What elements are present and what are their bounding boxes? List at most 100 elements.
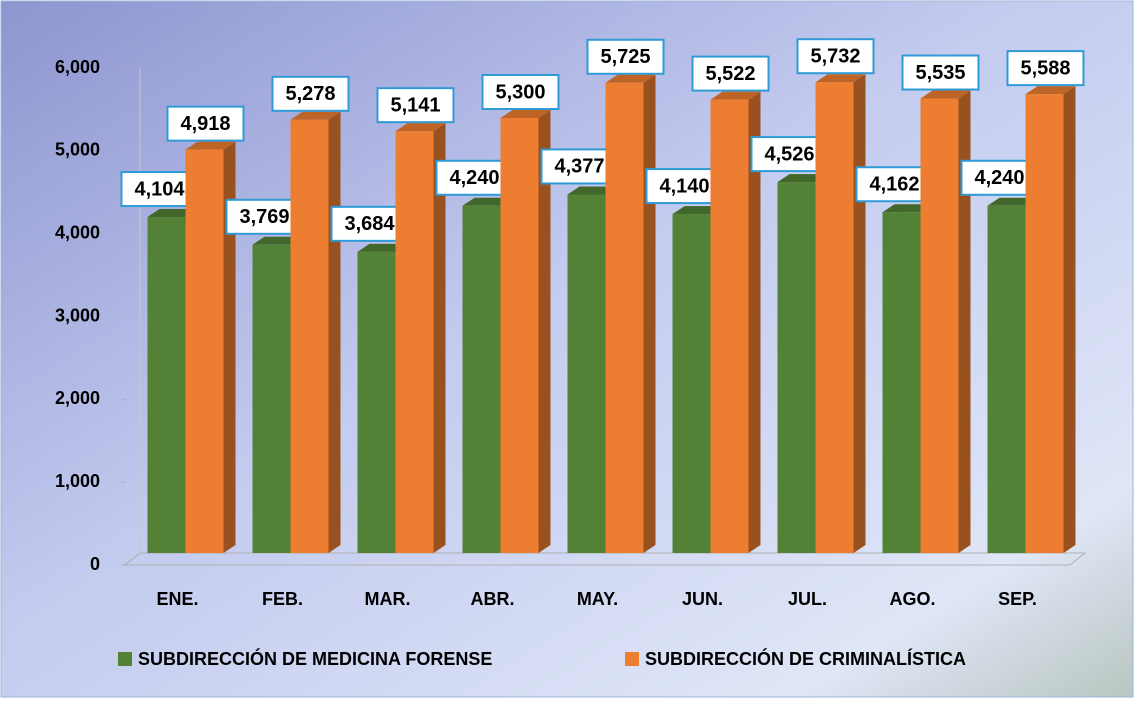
y-tick-label: 4,000: [55, 222, 100, 242]
bar-front: [147, 217, 186, 553]
bar-front: [500, 117, 539, 553]
x-tick-label: JUL.: [788, 589, 827, 609]
data-label-box: [166, 105, 245, 142]
bar-top: [815, 74, 866, 83]
y-tick-label: 2,000: [55, 388, 100, 408]
bar-side: [853, 74, 866, 553]
bar-top: [882, 204, 933, 213]
y-tick-label: 5,000: [55, 140, 100, 160]
bar: [710, 91, 761, 553]
bar-side: [1063, 86, 1076, 554]
x-tick-label: ABR.: [471, 589, 515, 609]
data-label: 3,769: [239, 206, 289, 228]
bar-top: [357, 243, 408, 252]
data-label-box: [960, 159, 1039, 196]
bar-top: [605, 74, 656, 83]
bar-top: [462, 197, 513, 206]
legend-swatch: [118, 652, 132, 666]
data-label-box: [586, 38, 665, 75]
bar: [1025, 86, 1076, 554]
data-label-box: [120, 171, 199, 208]
bar-side: [748, 91, 761, 553]
y-tick-label: 3,000: [55, 305, 100, 325]
bar: [290, 111, 341, 553]
x-tick-label: SEP.: [998, 589, 1037, 609]
data-label-box: [855, 166, 934, 203]
bar-side: [538, 109, 551, 553]
bar-front: [815, 82, 854, 553]
y-tick-label: 6,000: [55, 57, 100, 77]
bar-front: [920, 98, 959, 553]
legend-label: SUBDIRECCIÓN DE MEDICINA FORENSE: [138, 648, 492, 669]
bar-top: [500, 109, 551, 118]
data-label: 5,141: [390, 94, 440, 116]
data-label-box: [796, 38, 875, 75]
bar-front: [462, 205, 501, 553]
bar-top: [147, 209, 198, 218]
bar-top: [987, 197, 1038, 206]
bar-side: [328, 111, 341, 553]
data-label: 4,918: [180, 113, 230, 135]
data-label-box: [271, 75, 350, 112]
bar-front: [1025, 94, 1064, 554]
data-label: 3,684: [344, 213, 395, 235]
x-tick-label: MAY.: [577, 589, 618, 609]
data-label-box: [376, 87, 455, 124]
bar-top: [567, 186, 618, 195]
data-label-box: [481, 73, 560, 110]
bar-side: [223, 141, 236, 553]
bar-side: [958, 90, 971, 553]
bar-top: [777, 174, 828, 183]
bar-side: [643, 74, 656, 553]
data-label: 4,162: [869, 174, 919, 196]
data-label: 5,522: [705, 63, 755, 85]
data-label: 4,240: [974, 167, 1024, 189]
y-tick-label: 1,000: [55, 471, 100, 491]
bar-top: [290, 111, 341, 120]
bar-front: [357, 251, 396, 554]
bar-front: [290, 119, 329, 553]
bar-top: [920, 90, 971, 99]
data-label: 5,725: [600, 46, 650, 68]
bar-top: [395, 123, 446, 132]
data-label-box: [225, 198, 304, 235]
bar-front: [605, 82, 644, 553]
legend-label: SUBDIRECCIÓN DE CRIMINALÍSTICA: [645, 648, 966, 669]
data-label: 5,535: [915, 62, 965, 84]
data-label: 4,377: [554, 156, 604, 178]
data-label: 5,588: [1020, 57, 1070, 79]
x-tick-label: MAR.: [365, 589, 411, 609]
bar-front: [777, 182, 816, 554]
data-label-box: [330, 205, 409, 242]
data-label: 4,240: [449, 167, 499, 189]
bar-front: [185, 149, 224, 553]
bar-top: [252, 236, 303, 245]
bar-top: [710, 91, 761, 100]
bar: [815, 74, 866, 553]
y-tick-label: 0: [90, 554, 100, 574]
bar: [500, 109, 551, 553]
bar: [920, 90, 971, 553]
bar: [395, 123, 446, 553]
bar-side: [433, 123, 446, 553]
data-label-box: [645, 168, 724, 205]
data-label-box: [750, 136, 829, 173]
bar-front: [672, 214, 711, 553]
bar-front: [567, 194, 606, 553]
bar: [605, 74, 656, 553]
data-label: 5,278: [285, 83, 335, 105]
bar-front: [987, 205, 1026, 553]
x-tick-label: AGO.: [889, 589, 935, 609]
bar-front: [395, 131, 434, 553]
bar-front: [882, 212, 921, 553]
data-label: 5,732: [810, 45, 860, 67]
x-tick-label: FEB.: [262, 589, 303, 609]
data-label: 4,140: [659, 175, 709, 197]
data-label-box: [901, 54, 980, 91]
bar: [185, 141, 236, 553]
data-label: 5,300: [495, 81, 545, 103]
x-tick-label: ENE.: [156, 589, 198, 609]
bar-top: [672, 206, 723, 215]
data-label: 4,526: [764, 143, 814, 165]
